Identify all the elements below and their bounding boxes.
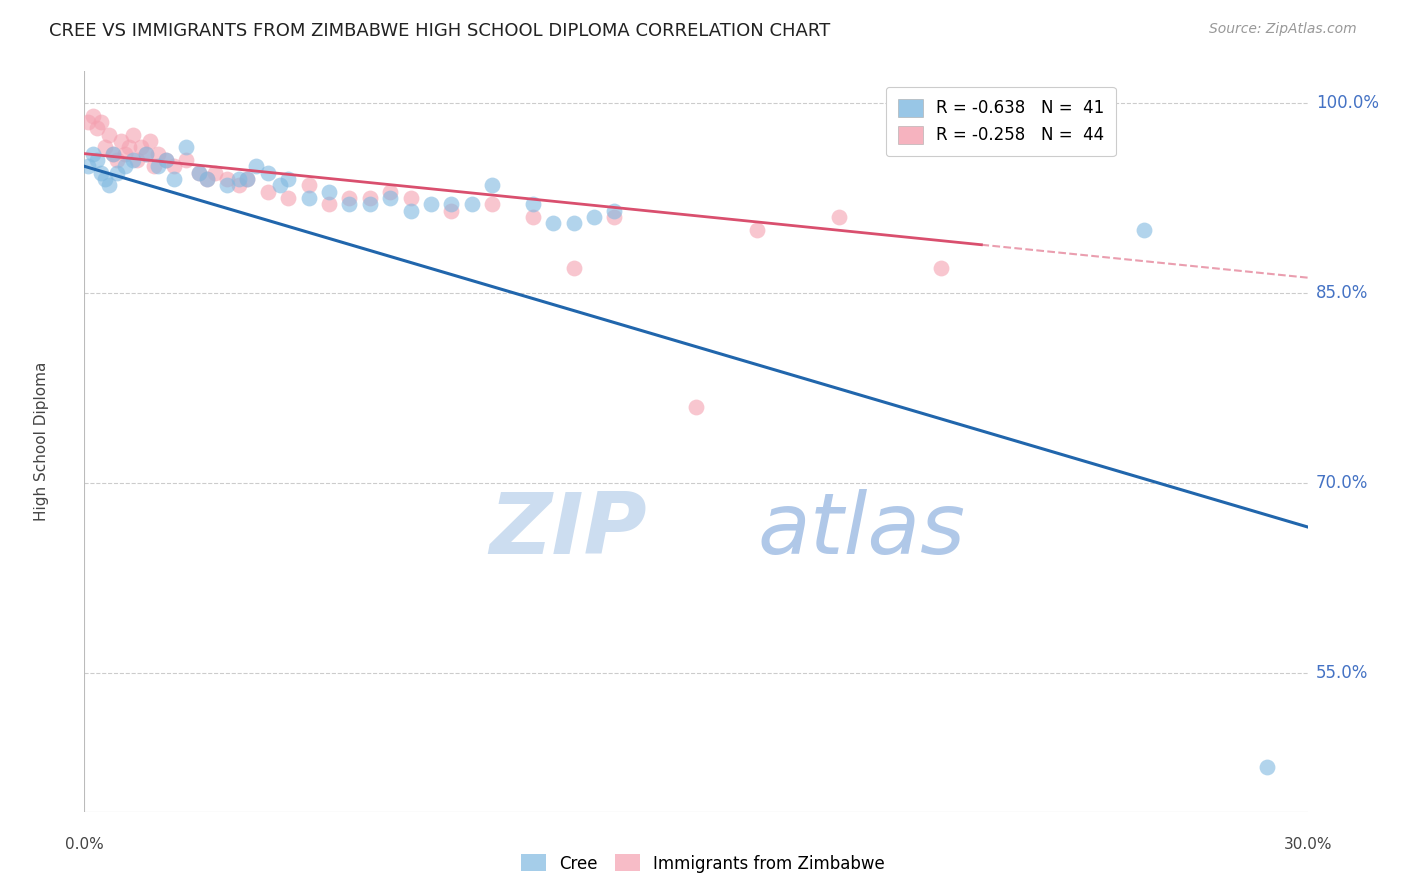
Point [174, 140, 197, 154]
Point [481, 178, 503, 193]
Point [257, 185, 280, 199]
Point [359, 197, 381, 211]
Point [399, 203, 422, 218]
Point [146, 146, 169, 161]
Point [236, 172, 259, 186]
Text: atlas: atlas [758, 489, 965, 572]
Point [187, 166, 209, 180]
Point [228, 172, 250, 186]
Point [82, 146, 104, 161]
Point [685, 400, 707, 414]
Text: 55.0%: 55.0% [1316, 664, 1368, 681]
Point [138, 134, 160, 148]
Point [440, 197, 463, 211]
Point [747, 222, 769, 236]
Point [163, 172, 186, 186]
Point [101, 146, 124, 161]
Point [174, 153, 197, 167]
Point [155, 153, 177, 167]
Point [204, 166, 226, 180]
Point [77, 115, 100, 129]
Point [187, 166, 209, 180]
Point [82, 109, 104, 123]
Legend: R = -0.638   N =  41, R = -0.258   N =  44: R = -0.638 N = 41, R = -0.258 N = 44 [886, 87, 1116, 156]
Point [828, 210, 851, 224]
Point [146, 159, 169, 173]
Text: 70.0%: 70.0% [1316, 474, 1368, 491]
Point [155, 153, 177, 167]
Point [135, 146, 157, 161]
Point [583, 210, 606, 224]
Point [298, 191, 321, 205]
Point [195, 172, 218, 186]
Point [562, 260, 585, 275]
Point [228, 178, 250, 193]
Point [105, 153, 128, 167]
Point [77, 159, 100, 173]
Point [122, 153, 145, 167]
Point [359, 191, 381, 205]
Text: 100.0%: 100.0% [1316, 94, 1379, 112]
Point [86, 121, 108, 136]
Point [97, 128, 120, 142]
Point [122, 128, 145, 142]
Text: 85.0%: 85.0% [1316, 284, 1368, 301]
Point [522, 210, 544, 224]
Point [318, 197, 340, 211]
Point [543, 216, 565, 230]
Point [522, 197, 544, 211]
Point [399, 191, 422, 205]
Point [339, 197, 361, 211]
Point [135, 146, 157, 161]
Text: CREE VS IMMIGRANTS FROM ZIMBABWE HIGH SCHOOL DIPLOMA CORRELATION CHART: CREE VS IMMIGRANTS FROM ZIMBABWE HIGH SC… [49, 22, 831, 40]
Point [603, 203, 626, 218]
Point [380, 185, 402, 199]
Point [118, 140, 141, 154]
Point [1133, 222, 1156, 236]
Text: 0.0%: 0.0% [65, 837, 104, 852]
Point [114, 159, 136, 173]
Point [217, 178, 239, 193]
Point [86, 153, 108, 167]
Legend: Cree, Immigrants from Zimbabwe: Cree, Immigrants from Zimbabwe [515, 847, 891, 880]
Point [298, 178, 321, 193]
Text: ZIP: ZIP [489, 489, 647, 572]
Point [195, 172, 218, 186]
Point [97, 178, 120, 193]
Point [163, 159, 186, 173]
Text: High School Diploma: High School Diploma [34, 362, 49, 521]
Point [127, 153, 149, 167]
Point [101, 146, 124, 161]
Point [245, 159, 267, 173]
Point [217, 172, 239, 186]
Point [90, 166, 112, 180]
Point [90, 115, 112, 129]
Point [461, 197, 484, 211]
Point [380, 191, 402, 205]
Point [277, 191, 299, 205]
Point [142, 159, 165, 173]
Point [603, 210, 626, 224]
Point [277, 172, 299, 186]
Point [562, 216, 585, 230]
Point [1256, 760, 1278, 774]
Point [236, 172, 259, 186]
Point [269, 178, 291, 193]
Point [93, 140, 115, 154]
Point [420, 197, 443, 211]
Point [440, 203, 463, 218]
Point [929, 260, 952, 275]
Point [93, 172, 115, 186]
Point [105, 166, 128, 180]
Text: Source: ZipAtlas.com: Source: ZipAtlas.com [1209, 22, 1357, 37]
Point [257, 166, 280, 180]
Text: 30.0%: 30.0% [1284, 837, 1331, 852]
Point [110, 134, 132, 148]
Point [481, 197, 503, 211]
Point [318, 185, 340, 199]
Point [114, 146, 136, 161]
Point [339, 191, 361, 205]
Point [131, 140, 153, 154]
